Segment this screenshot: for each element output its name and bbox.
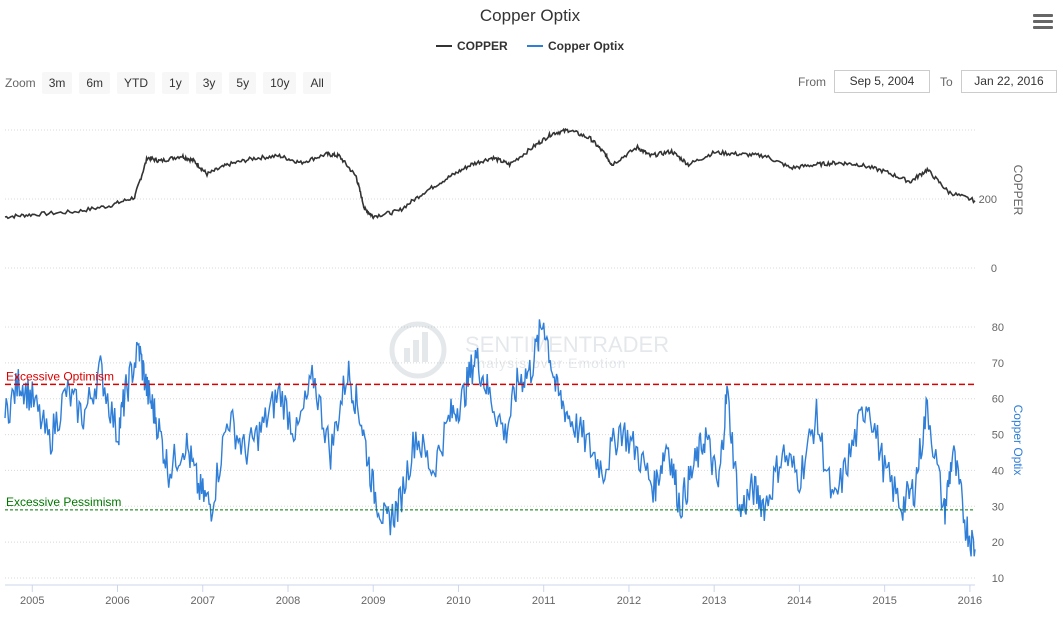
x-tick-label: 2008 [276, 595, 300, 607]
optix-y-tick-label: 70 [992, 358, 1004, 370]
copper-optix-line [4, 319, 976, 557]
optix-y-tick-label: 10 [992, 573, 1004, 585]
zoom-label: Zoom [5, 76, 36, 90]
band-layer: Excessive Optimism Excessive Pessimism [5, 369, 975, 511]
to-label: To [940, 75, 953, 89]
series-layer [4, 127, 976, 557]
optix-y-tick-label: 50 [992, 430, 1004, 442]
copper-y-tick-label: 200 [979, 194, 997, 206]
chart-title: Copper Optix [479, 6, 581, 25]
x-tick-label: 2016 [958, 595, 982, 607]
x-tick-label: 2009 [361, 595, 385, 607]
x-tick-label: 2010 [446, 595, 470, 607]
zoom-selector: Zoom 3m 6m YTD 1y 3y 5y 10y All [5, 72, 338, 94]
zoom-button-6m[interactable]: 6m [79, 72, 111, 94]
legend-item-copper[interactable]: COPPER [435, 39, 508, 53]
x-tick-label: 2011 [532, 595, 556, 607]
zoom-button-ytd[interactable]: YTD [117, 72, 156, 94]
legend-line-copper-optix [527, 45, 543, 47]
zoom-button-10y[interactable]: 10y [263, 72, 297, 94]
optix-y-tick-label: 60 [992, 394, 1004, 406]
optimism-threshold-label: Excessive Optimism [6, 369, 114, 383]
watermark-name: SENTIMENTRADER [465, 332, 669, 357]
legend-label-copper: COPPER [456, 39, 508, 53]
copper-line [4, 127, 976, 220]
zoom-button-5y[interactable]: 5y [229, 72, 257, 94]
optix-y-tick-label: 80 [992, 322, 1004, 334]
x-tick-label: 2006 [105, 595, 129, 607]
watermark-bar-2 [413, 340, 419, 362]
zoom-button-3m[interactable]: 3m [41, 72, 73, 94]
x-tick-label: 2013 [702, 595, 726, 607]
x-tick-label: 2007 [191, 595, 215, 607]
legend-item-copper-optix[interactable]: Copper Optix [527, 39, 624, 53]
axes-layer: 2005 2006 2007 2008 2009 2010 2011 2012 2013 2014… [5, 165, 1025, 607]
legend-label-copper-optix: Copper Optix [548, 39, 625, 53]
x-tick-label: 2015 [872, 595, 896, 607]
legend-line-copper [435, 45, 452, 47]
copper-axis-title: COPPER [1011, 165, 1025, 216]
zoom-button-1y[interactable]: 1y [162, 72, 189, 94]
watermark-bar-1 [404, 348, 410, 362]
pessimism-threshold-label: Excessive Pessimism [6, 495, 121, 509]
x-tick-label: 2012 [617, 595, 641, 607]
to-date-input[interactable]: Jan 22, 2016 [961, 70, 1057, 93]
hamburger-menu-icon[interactable] [1033, 14, 1053, 32]
x-tick-label: 2005 [20, 595, 44, 607]
legend: COPPER Copper Optix [0, 36, 1060, 53]
watermark-logo: SENTIMENTRADER Analysis over Emotion [389, 321, 669, 379]
copper-y-tick-label: 0 [991, 263, 997, 275]
watermark-bar-3 [422, 332, 428, 362]
optix-y-tick-label: 20 [992, 537, 1004, 549]
zoom-button-3y[interactable]: 3y [195, 72, 223, 94]
optix-axis-title: Copper Optix [1011, 405, 1025, 476]
from-date-input[interactable]: Sep 5, 2004 [834, 70, 930, 93]
optix-y-tick-label: 40 [992, 465, 1004, 477]
watermark-ring [389, 321, 447, 379]
x-tick-label: 2014 [787, 595, 811, 607]
optix-y-tick-label: 30 [992, 501, 1004, 513]
watermark-tagline: Analysis over Emotion [467, 355, 627, 371]
from-label: From [798, 75, 826, 89]
zoom-button-all[interactable]: All [303, 72, 331, 94]
